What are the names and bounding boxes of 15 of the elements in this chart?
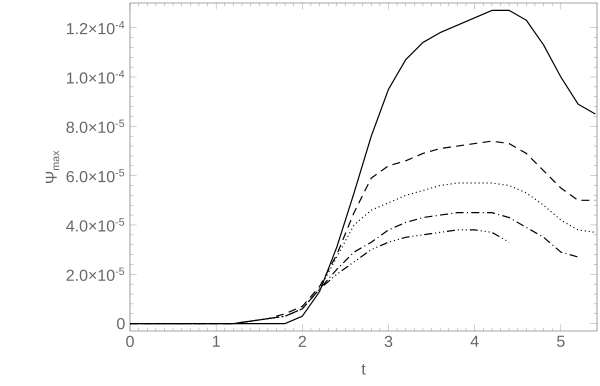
x-tick-label: 0 <box>126 336 134 348</box>
y-tick-label: 2.0×10$^{-5}$ <box>66 268 124 281</box>
x-tick-label: 2 <box>298 336 306 347</box>
x-tick-label: 4 <box>470 336 479 347</box>
x-tick-label: 1 <box>212 336 220 347</box>
y-axis-title: Ψ$_{max}$ <box>46 150 60 183</box>
y-tick-label: 6.0×10$^{-5}$ <box>66 168 124 182</box>
y-tick-label: 1.2×10$^{-4}$ <box>66 21 124 34</box>
y-tick-label: 4.0×10$^{-5}$ <box>66 218 124 232</box>
x-tick-label: 3 <box>384 336 392 348</box>
x-tick-label: 5 <box>557 336 565 347</box>
y-tick-label: 0 <box>117 318 125 330</box>
x-axis-title: t <box>362 364 366 375</box>
y-tick-label: 8.0×10$^{-5}$ <box>66 120 124 133</box>
y-tick-label: 1.0×10$^{-4}$ <box>66 70 124 84</box>
